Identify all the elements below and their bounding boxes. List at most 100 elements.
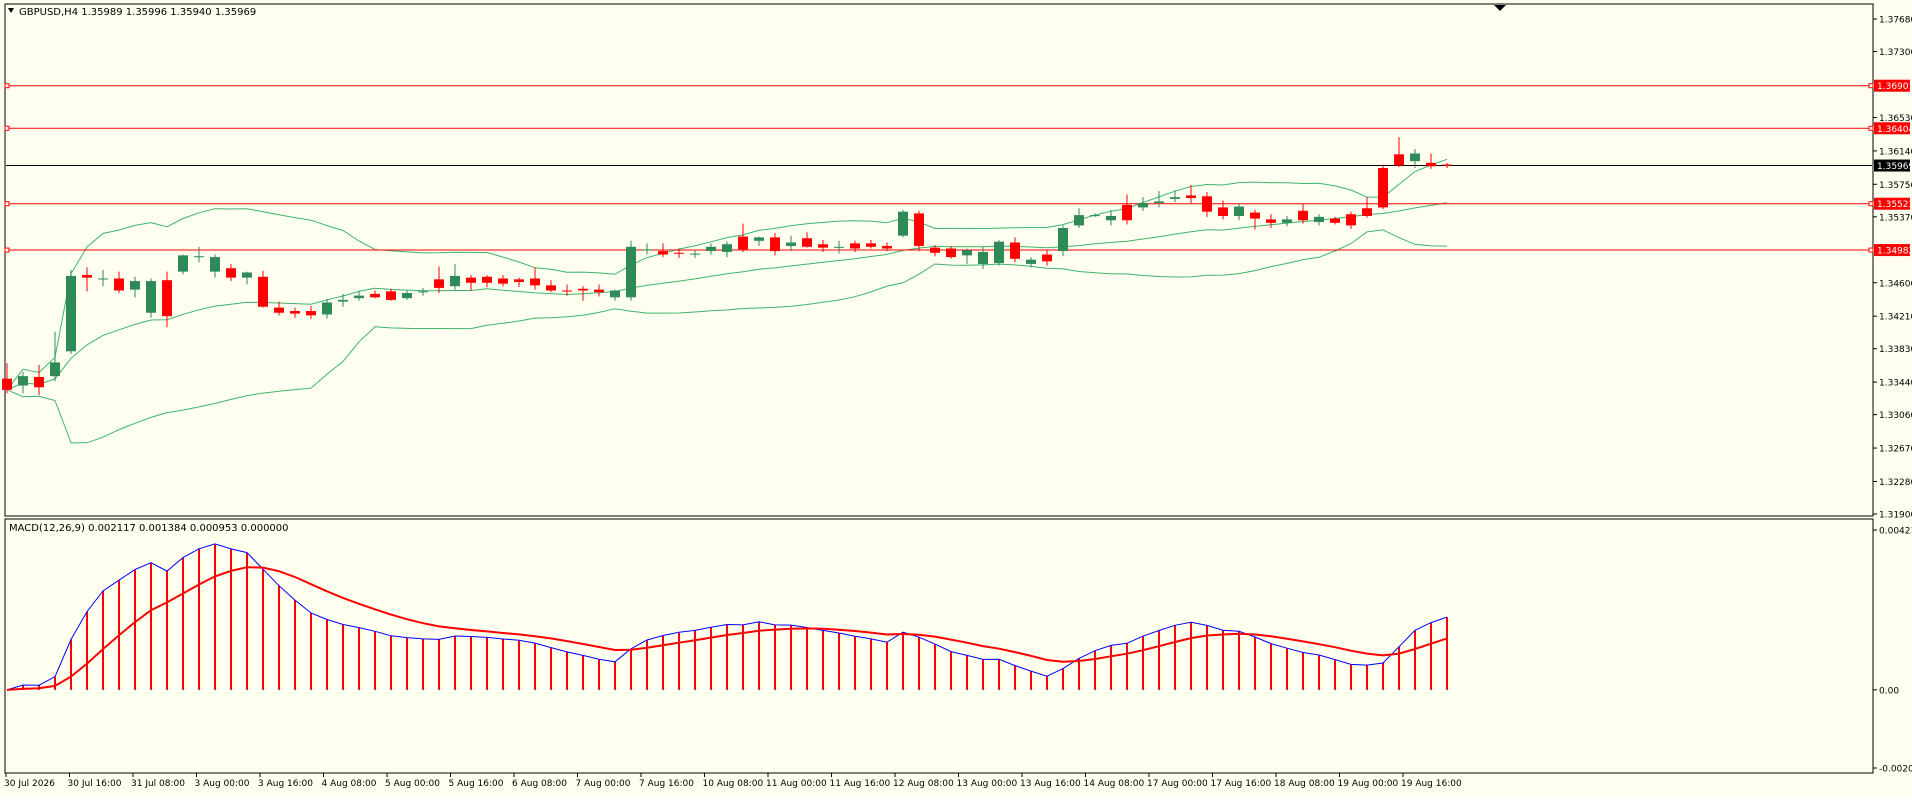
candle-bear bbox=[882, 245, 892, 249]
time-tick-label: 3 Aug 16:00 bbox=[258, 779, 313, 789]
time-tick-label: 5 Aug 16:00 bbox=[449, 779, 504, 789]
time-tick-label: 11 Aug 16:00 bbox=[830, 779, 891, 789]
candle-bear bbox=[530, 278, 540, 286]
candle-bear bbox=[562, 290, 572, 292]
price-tick-label: 1.36140 bbox=[1879, 147, 1912, 157]
level-handle-right[interactable] bbox=[1868, 201, 1874, 207]
time-tick-label: 30 Jul 16:00 bbox=[68, 779, 122, 789]
candle-bull bbox=[354, 295, 364, 299]
level-label: 1.35523 bbox=[1877, 200, 1912, 210]
candle-bear bbox=[1330, 218, 1340, 223]
candle-bear bbox=[1442, 164, 1452, 166]
price-tick-label: 1.37680 bbox=[1879, 16, 1912, 26]
candle-bull bbox=[1234, 206, 1244, 216]
price-tick-label: 1.35370 bbox=[1879, 213, 1912, 223]
candle-bear bbox=[578, 288, 588, 291]
candle-bull bbox=[1074, 215, 1084, 226]
time-tick-label: 10 Aug 08:00 bbox=[703, 779, 764, 789]
candle-bear bbox=[674, 252, 684, 254]
candle-bull bbox=[146, 281, 156, 313]
candle-bull bbox=[322, 302, 332, 315]
candle-bear bbox=[802, 238, 812, 247]
time-tick-label: 7 Aug 00:00 bbox=[576, 779, 631, 789]
time-tick-label: 5 Aug 00:00 bbox=[385, 779, 440, 789]
bollinger-middle-line bbox=[6, 202, 1448, 391]
candle-bull bbox=[1090, 215, 1100, 217]
candle-bull bbox=[18, 376, 28, 386]
macd-tick-label: 0.004215 bbox=[1879, 527, 1912, 537]
time-tick-label: 12 Aug 08:00 bbox=[893, 779, 954, 789]
level-label: 1.36404 bbox=[1877, 125, 1912, 135]
candle-bear bbox=[1394, 154, 1404, 166]
time-tick-label: 17 Aug 16:00 bbox=[1211, 779, 1272, 789]
candle-bear bbox=[546, 285, 556, 291]
candle-bull bbox=[450, 275, 460, 287]
candle-bull bbox=[210, 257, 220, 272]
bid-label-box bbox=[1874, 159, 1910, 172]
level-label-box bbox=[1874, 79, 1910, 92]
time-tick-label: 19 Aug 16:00 bbox=[1401, 779, 1462, 789]
time-tick-label: 14 Aug 08:00 bbox=[1084, 779, 1145, 789]
level-handle-left[interactable] bbox=[4, 201, 10, 207]
candle-bull bbox=[98, 278, 108, 280]
level-handle-right[interactable] bbox=[1868, 83, 1874, 89]
level-label: 1.36901 bbox=[1877, 82, 1912, 92]
candle-bull bbox=[722, 244, 732, 252]
candle-bull bbox=[690, 253, 700, 255]
candle-bear bbox=[1010, 242, 1020, 259]
level-handle-left[interactable] bbox=[4, 83, 10, 89]
price-level-lines[interactable] bbox=[4, 83, 1874, 253]
candle-bear bbox=[738, 236, 748, 250]
candle-bear bbox=[34, 376, 44, 388]
candle-bear bbox=[658, 251, 668, 255]
candle-bull bbox=[1154, 201, 1164, 204]
macd-indicator bbox=[6, 543, 1448, 691]
time-tick-label: 11 Aug 00:00 bbox=[766, 779, 827, 789]
dropdown-triangle-icon[interactable] bbox=[8, 8, 14, 13]
time-tick-label: 6 Aug 08:00 bbox=[512, 779, 567, 789]
level-handle-left[interactable] bbox=[4, 125, 10, 131]
macd-panel-frame[interactable] bbox=[4, 518, 1874, 774]
macd-label: MACD(12,26,9) 0.002117 0.001384 0.000953… bbox=[9, 523, 289, 534]
candle-bear bbox=[162, 280, 172, 317]
price-panel-frame[interactable] bbox=[4, 3, 1874, 517]
candle-bull bbox=[50, 362, 60, 377]
candle-bull bbox=[626, 246, 636, 298]
time-tick-label: 4 Aug 08:00 bbox=[322, 779, 377, 789]
candle-bull bbox=[994, 241, 1004, 264]
shift-marker-icon[interactable] bbox=[1494, 5, 1506, 11]
candle-bull bbox=[834, 246, 844, 248]
candle-bear bbox=[866, 243, 876, 247]
time-axis: 30 Jul 2026 30 Jul 16:00 31 Jul 08:00 3 Aug… bbox=[4, 773, 1462, 789]
candle-bear bbox=[258, 276, 268, 307]
candle-bear bbox=[466, 277, 476, 283]
candle-bear bbox=[1042, 254, 1052, 262]
time-tick-label: 18 Aug 08:00 bbox=[1274, 779, 1335, 789]
candle-bear bbox=[434, 279, 444, 288]
candle-bear bbox=[1186, 195, 1196, 198]
level-handle-right[interactable] bbox=[1868, 125, 1874, 131]
candle-bear bbox=[914, 213, 924, 246]
candle-bear bbox=[1202, 196, 1212, 212]
candle-bear bbox=[482, 276, 492, 283]
candle-bull bbox=[962, 250, 972, 256]
candle-bull bbox=[978, 251, 988, 264]
price-axis: 1.37680 1.37300 1.36530 1.36140 1.35750 1.353… bbox=[1873, 16, 1912, 521]
candle-bear bbox=[946, 248, 956, 258]
level-handle-right[interactable] bbox=[1868, 247, 1874, 253]
price-tick-label: 1.33440 bbox=[1879, 379, 1912, 389]
candle-bull bbox=[754, 237, 764, 241]
candle-bear bbox=[82, 275, 92, 278]
candle-bear bbox=[1266, 219, 1276, 223]
candle-bear bbox=[514, 279, 524, 282]
candle-bear bbox=[1122, 204, 1132, 221]
candle-bear bbox=[290, 311, 300, 314]
price-tick-label: 1.32280 bbox=[1879, 478, 1912, 488]
candle-bear bbox=[370, 293, 380, 298]
level-handle-left[interactable] bbox=[4, 247, 10, 253]
time-tick-label: 13 Aug 00:00 bbox=[957, 779, 1018, 789]
candle-bear bbox=[770, 237, 780, 252]
